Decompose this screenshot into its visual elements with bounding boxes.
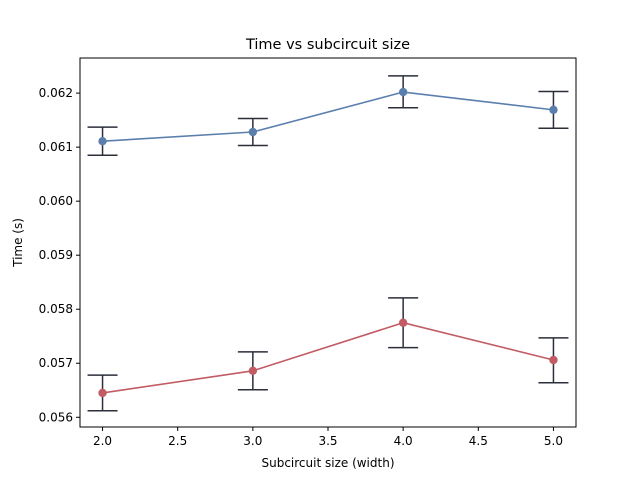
x-tick-label: 2.0 [93, 434, 112, 448]
data-point [248, 127, 258, 137]
x-axis-label: Subcircuit size (width) [261, 456, 394, 470]
data-point [98, 137, 107, 146]
series-line [102, 91, 554, 142]
data-point [398, 318, 408, 327]
y-tick-label: 0.057 [39, 356, 73, 370]
x-tick-label: 4.0 [394, 434, 413, 448]
data-point [398, 87, 408, 97]
x-tick-label: 3.5 [318, 434, 337, 448]
data-point [248, 366, 258, 376]
series-line [102, 321, 554, 394]
axes-frame [79, 57, 577, 428]
y-axis-label: Time (s) [11, 218, 25, 268]
y-tick-label: 0.058 [39, 302, 73, 316]
x-tick-label: 5.0 [544, 434, 563, 448]
y-tick-label: 0.060 [39, 194, 73, 208]
data-point [98, 388, 107, 398]
plot-area: 2.0 2.5 3.0 3.5 4.0 4.5 5.0 0.056 0.057 0.058 0.05… [39, 75, 569, 448]
y-tick-label: 0.059 [39, 248, 73, 262]
y-tick-label: 0.061 [39, 140, 73, 154]
y-tick-label: 0.056 [39, 410, 73, 424]
x-tick-label: 2.5 [168, 434, 187, 448]
x-tick-label: 4.5 [469, 434, 488, 448]
chart-title: Time vs subcircuit size [245, 37, 410, 53]
y-tick-label: 0.062 [39, 86, 73, 100]
data-point [549, 105, 558, 115]
series-2 [87, 297, 569, 412]
x-tick-label: 3.0 [243, 434, 262, 448]
series-1 [87, 75, 569, 156]
data-point [549, 355, 558, 365]
